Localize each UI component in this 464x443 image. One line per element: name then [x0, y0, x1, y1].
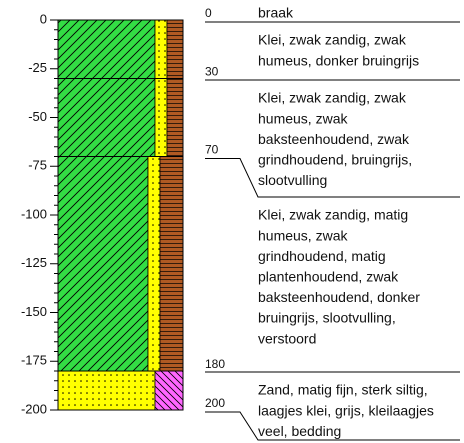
tick-label: -100 — [21, 206, 47, 221]
description-line: baksteenhoudend, donker — [258, 289, 420, 305]
description-line: bruingrijs, slootvulling, — [258, 310, 396, 326]
description-line: slootvulling — [258, 172, 327, 188]
depth-label: 0 — [205, 6, 212, 20]
depth-label: 30 — [205, 65, 219, 79]
soil-segment — [166, 19, 184, 79]
description-line: plantenhoudend, zwak — [258, 269, 399, 285]
depth-line — [205, 158, 460, 198]
tick-label: -200 — [21, 401, 47, 416]
description-line: humeus, donker bruingrijs — [258, 52, 419, 68]
depth-line — [205, 411, 460, 441]
tick-label: -150 — [21, 304, 47, 319]
description-line: humeus, zwak — [258, 227, 348, 243]
description-line: Zand, matig fijn, sterk siltig, — [258, 382, 428, 398]
soil-segment — [154, 19, 168, 79]
soil-segment — [166, 78, 184, 157]
soil-segment — [159, 156, 184, 372]
description-line: Klei, zwak zandig, zwak — [258, 90, 407, 106]
soil-segment — [57, 156, 149, 372]
tick-label: -50 — [28, 109, 47, 124]
tick-label: -125 — [21, 255, 47, 270]
description-line: veel, bedding — [258, 423, 341, 439]
description-line: grindhoudend, matig — [258, 248, 386, 264]
tick-label: -175 — [21, 353, 47, 368]
soil-segment — [57, 19, 156, 79]
description-line: verstoord — [258, 330, 316, 346]
description-line: grindhoudend, bruingrijs, — [258, 152, 412, 168]
soil-segment — [154, 78, 168, 157]
description-line: Klei, zwak zandig, zwak — [258, 32, 407, 48]
depth-label: 70 — [205, 143, 219, 157]
note: braak — [258, 5, 294, 21]
tick-label: 0 — [40, 11, 47, 26]
depth-label: 180 — [205, 357, 225, 371]
soil-segment — [147, 156, 161, 372]
tick-label: -25 — [28, 60, 47, 75]
soil-segment — [57, 78, 156, 157]
description-line: Klei, zwak zandig, matig — [258, 207, 408, 223]
depth-label: 200 — [205, 396, 225, 410]
description-line: laagjes klei, grijs, kleilaagjes — [258, 402, 434, 418]
description-line: baksteenhoudend, zwak — [258, 131, 410, 147]
tick-label: -75 — [28, 158, 47, 173]
description-line: humeus, zwak — [258, 110, 348, 126]
soil-segment — [154, 370, 184, 411]
soil-segment — [57, 370, 156, 411]
